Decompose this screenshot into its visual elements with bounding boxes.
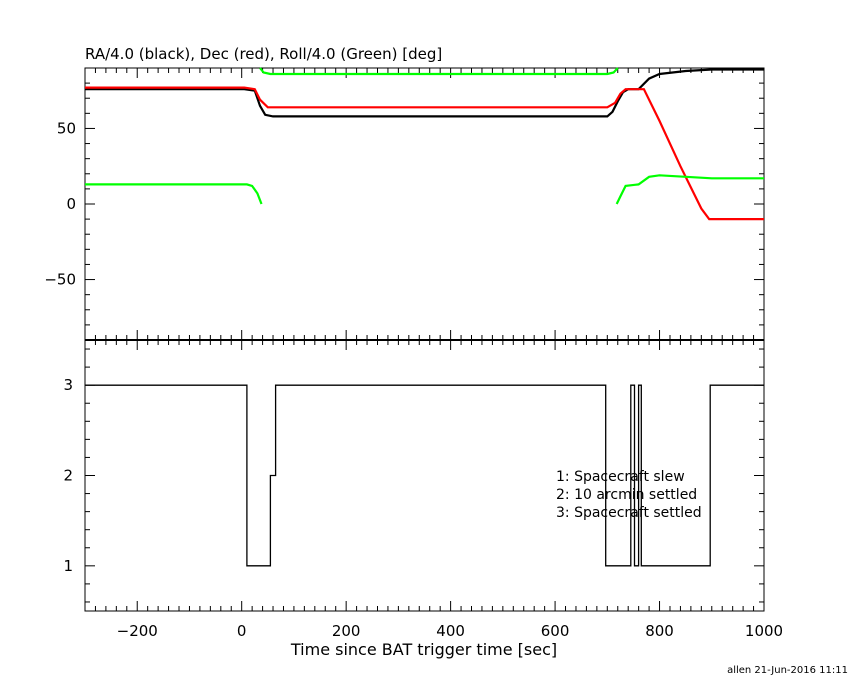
top-y-tick-label: 50 xyxy=(57,119,76,137)
status-step-line xyxy=(85,384,764,567)
x-tick-label: 1000 xyxy=(745,622,783,640)
series-line-1 xyxy=(85,86,764,221)
top-panel-ticks: −50 0 50 xyxy=(44,67,765,341)
x-tick-label: 600 xyxy=(541,622,570,640)
bottom-y-tick-label: 2 xyxy=(63,467,73,485)
bottom-y-tick-label: 1 xyxy=(63,557,73,575)
series-line-0 xyxy=(85,68,764,118)
x-tick-label: 200 xyxy=(332,622,361,640)
series-line-2-segment-1 xyxy=(259,67,619,76)
bottom-panel-series xyxy=(85,384,764,567)
bottom-y-tick-label: 3 xyxy=(63,376,73,394)
x-axis-label: Time since BAT trigger time [sec] xyxy=(290,640,557,659)
top-y-tick-label: 0 xyxy=(66,195,76,213)
x-tick-label: 800 xyxy=(645,622,674,640)
footer-stamp: allen 21-Jun-2016 11:11 xyxy=(727,665,848,676)
legend-entry: 2: 10 arcmin settled xyxy=(556,487,697,503)
top-y-tick-label: −50 xyxy=(44,271,76,289)
series-line-2-segment-2 xyxy=(615,174,764,205)
x-tick-label: −200 xyxy=(117,622,158,640)
x-tick-label: 0 xyxy=(237,622,247,640)
bottom-panel-ticks: −200 0 200 400 600 800 1000 1 2 3 xyxy=(63,340,783,640)
legend: 1: Spacecraft slew 2: 10 arcmin settled 3:… xyxy=(556,469,702,521)
x-tick-label: 400 xyxy=(436,622,465,640)
top-panel-series xyxy=(85,67,764,221)
legend-entry: 3: Spacecraft settled xyxy=(556,505,702,521)
legend-entry: 1: Spacecraft slew xyxy=(556,469,685,485)
top-panel-frame xyxy=(84,67,765,341)
chart-title: RA/4.0 (black), Dec (red), Roll/4.0 (Gre… xyxy=(85,45,442,63)
series-line-2-segment-0 xyxy=(85,183,263,205)
